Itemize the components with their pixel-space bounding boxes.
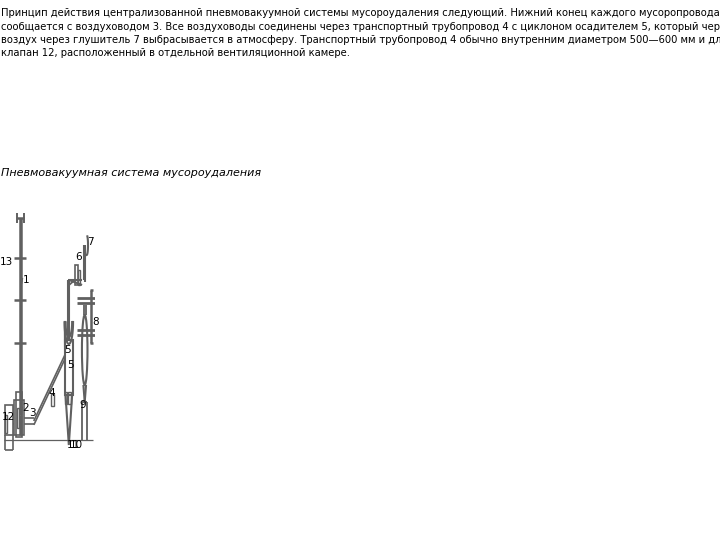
Text: воздух через глушитель 7 выбрасывается в атмосферу. Транспортный трубопровод 4 о: воздух через глушитель 7 выбрасывается в… xyxy=(1,35,720,45)
Text: 9: 9 xyxy=(79,400,86,410)
Bar xyxy=(65,392,67,404)
Bar xyxy=(14,400,24,435)
Text: Принцип действия централизованной пневмовакуумной системы мусороудаления следующ: Принцип действия централизованной пневмо… xyxy=(1,8,720,18)
Text: 13: 13 xyxy=(0,257,13,267)
Bar xyxy=(65,340,73,395)
Text: 10: 10 xyxy=(70,440,84,450)
Text: 5: 5 xyxy=(68,360,74,370)
Text: 2: 2 xyxy=(22,403,29,413)
Text: сообщается с воздуховодом 3. Все воздуховоды соединены через транспортный трубоп: сообщается с воздуховодом 3. Все воздухо… xyxy=(1,22,720,31)
Bar xyxy=(4,415,7,433)
Bar xyxy=(51,394,53,406)
Bar xyxy=(4,405,13,435)
Text: 12: 12 xyxy=(1,412,14,422)
Text: 4: 4 xyxy=(48,388,55,398)
Text: 5: 5 xyxy=(64,345,71,355)
Text: Пневмовакуумная система мусороудаления: Пневмовакуумная система мусороудаления xyxy=(1,168,261,178)
Text: 1: 1 xyxy=(23,275,30,285)
Text: 8: 8 xyxy=(93,317,99,327)
Text: 6: 6 xyxy=(76,252,82,262)
Bar xyxy=(68,392,71,404)
Bar xyxy=(78,270,80,285)
Text: 7: 7 xyxy=(87,237,94,247)
Text: 3: 3 xyxy=(29,408,36,418)
Text: 11: 11 xyxy=(66,440,80,450)
Bar xyxy=(17,408,19,428)
Bar xyxy=(75,265,78,285)
Text: клапан 12, расположенный в отдельной вентиляционной камере.: клапан 12, расположенный в отдельной вен… xyxy=(1,49,350,58)
Bar xyxy=(16,392,22,437)
